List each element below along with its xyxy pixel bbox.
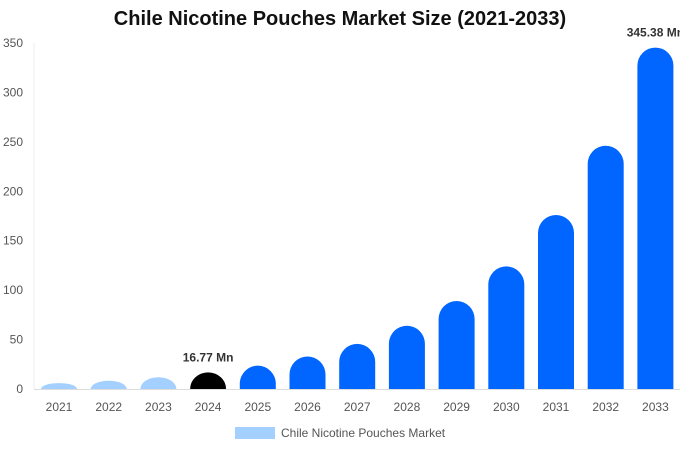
y-tick-label: 350 xyxy=(3,36,23,50)
data-label-2033: 345.38 Mn xyxy=(627,26,680,40)
bar-2024 xyxy=(190,372,227,389)
y-tick-label: 100 xyxy=(3,283,23,297)
bar-2031 xyxy=(538,215,574,389)
x-tick-label: 2026 xyxy=(294,400,321,414)
legend: Chile Nicotine Pouches Market xyxy=(235,426,445,440)
bar-2023 xyxy=(140,377,177,389)
bar-2030 xyxy=(488,266,525,389)
y-tick-label: 0 xyxy=(16,382,23,396)
x-tick-label: 2025 xyxy=(244,400,271,414)
y-tick-label: 50 xyxy=(10,333,24,347)
y-tick-label: 300 xyxy=(3,85,23,99)
data-label-2024: 16.77 Mn xyxy=(183,350,234,364)
y-tick-label: 150 xyxy=(3,234,23,248)
bar-2026 xyxy=(289,356,326,389)
bar-2028 xyxy=(388,325,425,389)
x-tick-label: 2024 xyxy=(195,400,222,414)
y-tick-label: 250 xyxy=(3,135,23,149)
chart-title: Chile Nicotine Pouches Market Size (2021… xyxy=(113,8,567,30)
x-tick-label: 2021 xyxy=(46,400,73,414)
x-tick-label: 2027 xyxy=(344,400,371,414)
x-tick-label: 2029 xyxy=(443,400,470,414)
y-tick-label: 200 xyxy=(3,184,23,198)
bar-2022 xyxy=(90,380,127,389)
x-tick-label: 2030 xyxy=(493,400,520,414)
legend-label: Chile Nicotine Pouches Market xyxy=(281,426,446,440)
bar-2033 xyxy=(637,47,674,389)
bar-2029 xyxy=(438,301,475,389)
x-tick-label: 2028 xyxy=(394,400,421,414)
bar-2025 xyxy=(239,365,276,389)
x-tick-label: 2023 xyxy=(145,400,172,414)
legend-swatch xyxy=(235,427,275,439)
bar-2027 xyxy=(339,343,376,389)
bar-2021 xyxy=(41,383,77,389)
x-tick-label: 2022 xyxy=(95,400,122,414)
x-tick-label: 2031 xyxy=(543,400,570,414)
x-tick-label: 2032 xyxy=(592,400,619,414)
x-tick-label: 2033 xyxy=(642,400,669,414)
bar-2032 xyxy=(587,145,624,389)
